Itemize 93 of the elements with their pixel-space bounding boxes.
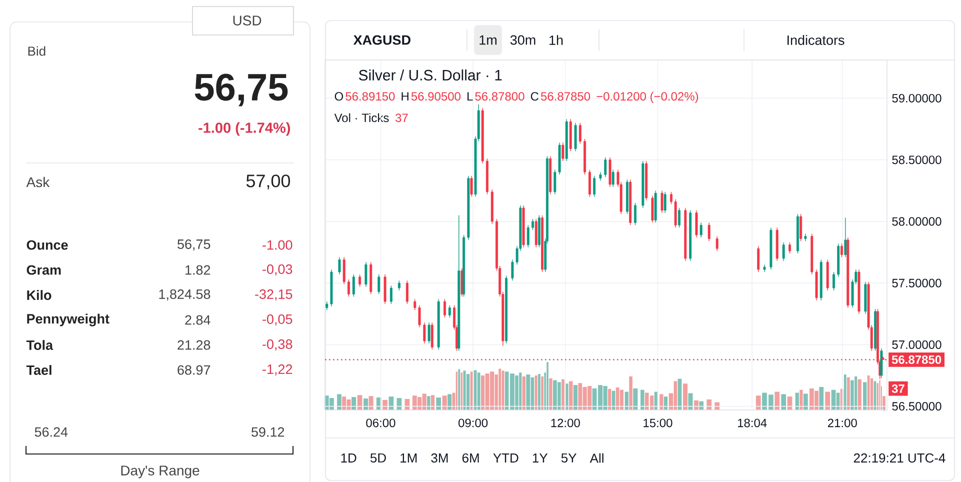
text: -0,38 [262,339,292,351]
text: -1.00 [262,240,292,250]
ref-line-label: 56.87850 [892,355,942,364]
text: 1Y [532,454,548,462]
x-tick-label: 21:00 [828,418,857,428]
text: 56.24 [34,427,68,437]
text: 2.84 [185,315,210,325]
text: 1.82 [186,265,210,275]
y-tick-label: 58.00000 [892,217,942,226]
text: Silver / U.S. Dollar · 1 [358,69,502,81]
text: Pennyweight [27,314,110,326]
bar [388,396,394,410]
annotation: L [467,92,473,101]
annotation: H [402,92,408,101]
annotation: 56.89150 [346,92,395,101]
text: YTD [493,454,518,462]
text: Ask [26,176,50,188]
text: Bid [28,46,46,56]
bar [706,399,712,410]
text: 5D [370,453,386,463]
text: -0,05 [262,314,292,326]
text: 56,75 [194,74,288,106]
y-tick-label: 57.50000 [892,278,942,288]
text: -0,03 [262,264,292,276]
text: 5Y [561,453,576,463]
bar [364,398,368,410]
text: 1M [400,454,417,462]
bar [774,392,780,410]
y-tick-label: 59.00000 [892,94,942,102]
bar [337,394,342,410]
bar [694,400,698,410]
x-tick-label: 18:04 [738,418,767,428]
bar [382,400,388,410]
bar [368,396,374,410]
x-tick-label: 12:00 [551,418,580,428]
text: All [590,453,604,463]
bar [800,390,803,410]
text: Gram [26,265,61,275]
text: 30m [510,35,536,45]
text: Tael [26,365,52,375]
text: Day's Range [121,466,200,478]
text: 21.28 [178,340,210,350]
annotation: 56.90500 [411,92,460,101]
text: 68.97 [178,365,210,375]
text: 57,00 [246,174,290,190]
bar [819,386,824,410]
text: 1D [341,454,356,462]
x-tick-label: 06:00 [366,418,396,428]
bar [329,398,334,410]
x-tick-label: 15:00 [644,418,672,428]
text: 59.12 [252,427,284,437]
bar [442,396,447,410]
text: USD [233,16,262,26]
text: Tola [26,340,54,350]
annotation: 56.87850 [540,92,590,101]
bar [781,394,786,410]
text: XAGUSD [353,35,410,45]
bar [640,390,644,410]
bar [688,393,693,410]
text: -1,22 [262,364,292,376]
x-tick-label: 09:00 [458,418,488,428]
bar [448,394,452,410]
bar [436,398,442,410]
y-tick-label: 56.50000 [892,402,942,411]
bar [756,396,761,410]
y-tick-label: 58.50000 [892,156,942,164]
text: 56,75 [178,239,210,251]
text: 1h [550,35,563,45]
bar [795,392,799,410]
text: Indicators [788,35,844,45]
bar [430,395,435,410]
bar [660,394,664,410]
text: -1.00 (-1.74%) [198,122,290,136]
y-tick-label: 57.00000 [892,340,942,349]
annotation: C [530,92,539,101]
text: Kilo [27,290,52,300]
bar [352,397,356,410]
bar [633,388,638,410]
bar [620,390,624,410]
text: Ounce [26,240,68,250]
annotation: 56.87800 [475,92,524,101]
bar [803,394,808,410]
bar [404,398,410,410]
text: 6M [462,453,479,463]
bar [396,398,402,410]
annotation: O [334,92,344,101]
text: -32,15 [255,289,292,301]
text: 22:19:21 UTC-4 [854,453,946,463]
text: 3M [431,453,448,463]
bar [825,392,830,410]
text: 1m [480,35,496,45]
annotation: −0.01200 (−0.02%) [596,92,698,103]
text: 1,824.58 [159,289,210,301]
